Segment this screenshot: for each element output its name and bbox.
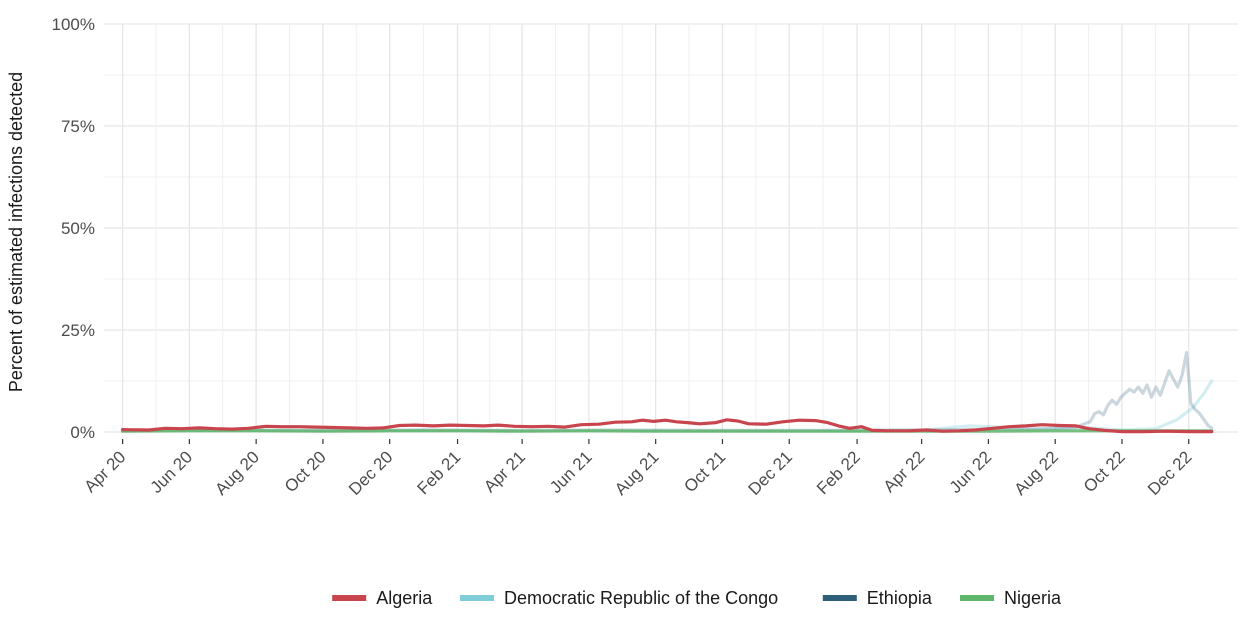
x-tick-label: Jun 20	[147, 447, 197, 497]
x-tick-label: Oct 22	[1080, 447, 1129, 496]
x-tick-label: Aug 22	[1010, 447, 1062, 499]
legend-label: Algeria	[376, 588, 433, 608]
x-tick-label: Dec 21	[745, 447, 797, 499]
x-tick-label: Aug 20	[211, 447, 263, 499]
legend-label: Ethiopia	[867, 588, 933, 608]
series-line-algeria	[121, 418, 1214, 434]
x-axis: Apr 20 Jun 20 Aug 20 Oct 20 Dec 20 Feb 21 Apr …	[81, 439, 1196, 499]
grid-lines	[104, 23, 1238, 433]
x-tick-label: Oct 21	[680, 447, 729, 496]
x-tick-label: Jun 21	[546, 447, 596, 497]
y-tick-label: 100%	[52, 15, 95, 34]
x-tick-label: Dec 22	[1144, 447, 1196, 499]
x-tick-label: Dec 20	[345, 447, 397, 499]
y-tick-label: 0%	[70, 423, 95, 442]
legend-label: Democratic Republic of the Congo	[504, 588, 778, 608]
x-tick-label: Aug 21	[611, 447, 663, 499]
y-axis-title: Percent of estimated infections detected	[6, 72, 26, 392]
x-tick-label: Feb 22	[813, 447, 864, 498]
series-line-ethiopia	[121, 350, 1214, 432]
x-tick-label: Feb 21	[414, 447, 465, 498]
x-tick-label: Oct 20	[281, 447, 330, 496]
y-tick-label: 25%	[61, 321, 95, 340]
x-tick-label: Apr 22	[880, 447, 929, 496]
x-tick-label: Apr 21	[480, 447, 529, 496]
y-axis: 0% 25% 50% 75% 100%	[52, 15, 95, 442]
series-line-democratic-republic-of-the-congo	[121, 379, 1214, 433]
legend: Algeria Democratic Republic of the Congo E…	[332, 588, 1062, 608]
x-tick-label: Jun 22	[946, 447, 996, 497]
y-tick-label: 75%	[61, 117, 95, 136]
y-tick-label: 50%	[61, 219, 95, 238]
x-tick-label: Apr 20	[81, 447, 130, 496]
legend-label: Nigeria	[1004, 588, 1062, 608]
series-lines	[121, 350, 1214, 434]
